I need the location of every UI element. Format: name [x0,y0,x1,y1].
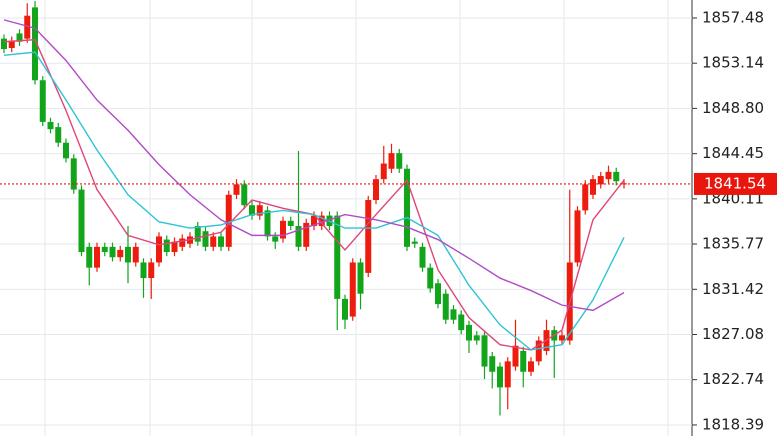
candle-body [442,293,449,320]
candle-body [117,249,124,258]
candle-body [582,184,589,211]
candle-body [233,184,240,195]
candle-body [342,298,348,320]
y-tick-label: 1827.08 [702,325,764,343]
candle-body [63,142,69,159]
candle-body [419,246,426,268]
y-tick-label: 1857.48 [702,9,764,27]
candle-body [388,153,395,169]
candle-body [365,199,372,273]
candle-body [295,226,302,247]
y-tick-label: 1818.39 [702,415,764,433]
candle-body [303,222,310,247]
candle-body [504,361,511,388]
candle-body [94,246,100,268]
candle-body [535,340,542,362]
moving-average-line [3,51,625,351]
candle-body [497,366,503,388]
candle-body [148,262,155,279]
candle-body [512,345,519,367]
candle-body [357,262,364,294]
candle-body [125,246,131,263]
candle-body [373,179,379,200]
candle-body [613,171,620,182]
candle-body [287,220,294,227]
candle-body [311,215,317,227]
candle-body [70,158,77,190]
y-tick-label: 1835.77 [702,235,764,253]
candle-body [458,314,465,331]
candle-body [264,210,271,237]
candle-body [1,38,7,50]
candle-body [520,350,527,372]
moving-average-line [3,19,625,312]
candle-body [156,236,162,263]
candle-body [318,215,325,227]
candle-body [380,163,387,180]
candle-body [559,335,565,341]
candle-body [574,210,581,263]
candle-body [528,361,534,372]
candle-body [241,184,248,206]
y-tick-label: 1822.74 [702,370,764,388]
candle-body [202,231,209,247]
candle-body [590,179,596,195]
candle-body [171,241,178,253]
candle-body [55,127,62,143]
candle-body [411,241,418,244]
candle-body [280,220,286,239]
candle-body [179,238,186,247]
candle-body [256,205,263,216]
candle-body [605,171,612,180]
candle-body [86,246,93,268]
candle-body [16,33,23,42]
candle-body [47,121,54,130]
candle-body [32,7,38,81]
candle-body [225,194,232,247]
candle-body [466,324,472,341]
candle-body [140,262,147,279]
candle-body [249,205,255,216]
candle-body [473,335,480,341]
candle-body [349,262,356,317]
candle-body [218,236,224,247]
candle-body [396,153,403,169]
candle-body [163,239,170,253]
candle-body [8,40,15,48]
last-price-label: 1841.54 [704,174,766,192]
candle-body [489,356,496,372]
candle-body [39,80,46,122]
candle-body [597,176,604,185]
candle-body [450,309,457,320]
candle-body [78,189,85,253]
candle-body [132,246,139,263]
candle-body [435,283,441,305]
y-tick-label: 1853.14 [702,54,764,72]
candle-body [194,226,201,242]
candle-body [109,246,116,258]
y-tick-label: 1848.80 [702,99,764,117]
candle-body [272,236,279,242]
candle-body [481,335,488,367]
y-tick-label: 1831.42 [702,280,764,298]
y-tick-label: 1844.45 [702,144,764,162]
candle-body [404,168,410,247]
candle-body [334,215,341,299]
candle-body [427,267,434,289]
candle-body [210,236,217,247]
last-price-box [694,172,777,195]
candle-body [101,246,108,253]
candle-body [24,15,31,39]
